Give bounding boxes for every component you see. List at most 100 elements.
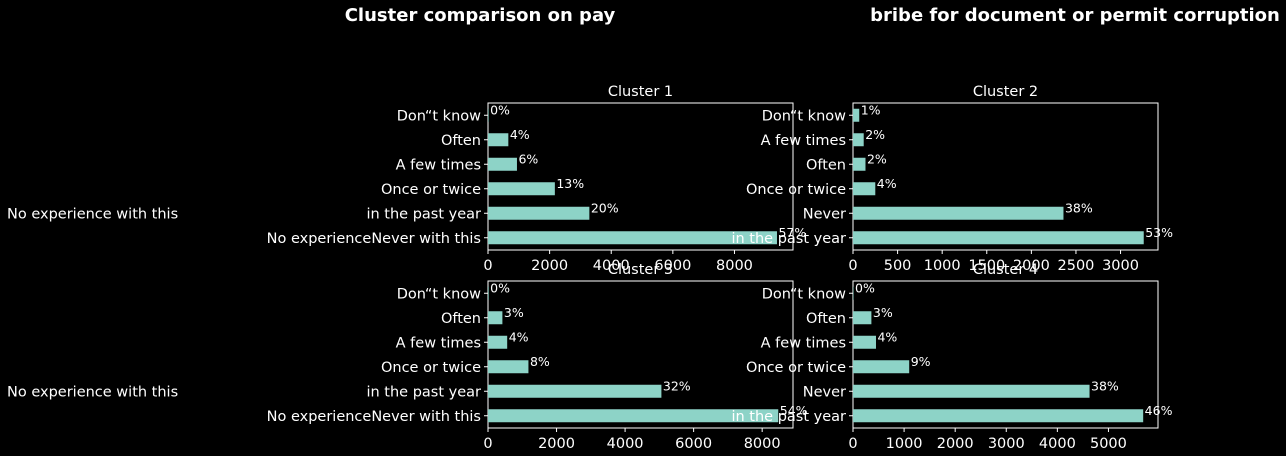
y-tick-label: in the past year (731, 409, 846, 425)
data-label: 0% (490, 102, 510, 117)
data-label: 1% (861, 102, 881, 117)
bar (488, 335, 508, 349)
x-tick-label: 0 (848, 436, 857, 452)
data-label: 38% (1065, 200, 1093, 215)
y-tick-label: Often (441, 133, 481, 149)
y-tick-label: A few times (396, 335, 481, 351)
bar (488, 206, 590, 220)
bar (488, 182, 555, 196)
data-label: 20% (591, 200, 619, 215)
bar (853, 286, 854, 300)
x-tick-label: 500 (884, 258, 912, 274)
y-tick-label: Once or twice (381, 360, 481, 376)
bar (853, 182, 876, 196)
subplot-title: Cluster 1 (608, 84, 673, 100)
x-tick-label: 2500 (1058, 258, 1095, 274)
x-tick-label: 4000 (593, 258, 630, 274)
y-tick-label: Don“t know (397, 108, 481, 124)
data-label: 57% (778, 225, 806, 240)
x-tick-label: 2000 (937, 436, 974, 452)
y-tick-label: Don“t know (762, 108, 846, 124)
data-label: 2% (867, 151, 887, 166)
figure-title-left: Cluster comparison on pay (345, 5, 616, 26)
outside-category-label: No experience with this (7, 206, 178, 222)
data-label: 4% (877, 329, 897, 344)
bar (488, 108, 489, 122)
data-label: 8% (530, 354, 550, 369)
bar (853, 384, 1090, 398)
x-tick-label: 1000 (924, 258, 961, 274)
x-tick-label: 0 (848, 258, 857, 274)
axes-frame (487, 102, 794, 251)
data-label: 0% (855, 280, 875, 295)
x-tick-label: 4000 (1039, 436, 1076, 452)
subplot-title: Cluster 2 (973, 84, 1038, 100)
y-tick-label: Don“t know (397, 286, 481, 302)
x-tick-label: 1500 (968, 258, 1005, 274)
data-label: 4% (877, 176, 897, 191)
x-tick-label: 6000 (654, 258, 691, 274)
y-tick-label: in the past year (366, 206, 481, 222)
bar (488, 133, 509, 147)
data-label: 2% (865, 127, 885, 142)
x-tick-label: 3000 (988, 436, 1025, 452)
data-label: 32% (663, 378, 691, 393)
y-tick-label: No experienceNever with this (267, 409, 481, 425)
x-tick-label: 0 (483, 258, 492, 274)
data-label: 4% (509, 329, 529, 344)
data-label: 38% (1091, 378, 1119, 393)
bar (853, 409, 1144, 423)
data-label: 3% (873, 305, 893, 320)
x-tick-label: 6000 (675, 436, 712, 452)
x-tick-label: 2000 (531, 258, 568, 274)
bar (853, 133, 864, 147)
data-label: 53% (1145, 225, 1173, 240)
y-tick-label: Don“t know (762, 286, 846, 302)
bar (488, 231, 777, 245)
data-label: 4% (510, 127, 530, 142)
data-label: 6% (518, 151, 538, 166)
bar (488, 311, 503, 325)
y-tick-label: Never (803, 206, 846, 222)
x-tick-label: 2000 (538, 436, 575, 452)
y-tick-label: Once or twice (381, 182, 481, 198)
y-tick-label: Often (441, 311, 481, 327)
x-tick-label: 4000 (607, 436, 644, 452)
bar (853, 206, 1064, 220)
bar (853, 231, 1144, 245)
y-tick-label: Once or twice (746, 360, 846, 376)
x-tick-label: 5000 (1090, 436, 1127, 452)
y-tick-label: Never (803, 384, 846, 400)
y-tick-label: in the past year (366, 384, 481, 400)
bar (853, 335, 876, 349)
y-tick-label: in the past year (731, 231, 846, 247)
x-tick-label: 8000 (716, 258, 753, 274)
y-tick-label: A few times (761, 335, 846, 351)
bar (488, 384, 662, 398)
data-label: 54% (780, 403, 808, 418)
data-label: 0% (490, 280, 510, 295)
data-label: 3% (504, 305, 524, 320)
data-label: 46% (1145, 403, 1173, 418)
bar (853, 157, 866, 171)
axes-frame (852, 280, 1159, 429)
x-tick-label: 1000 (886, 436, 923, 452)
subplot-title: Cluster 4 (973, 262, 1038, 278)
y-tick-label: Often (806, 157, 846, 173)
x-tick-label: 2000 (1013, 258, 1050, 274)
data-label: 9% (911, 354, 931, 369)
y-tick-label: Once or twice (746, 182, 846, 198)
x-tick-label: 8000 (744, 436, 781, 452)
y-tick-label: Often (806, 311, 846, 327)
y-tick-label: A few times (761, 133, 846, 149)
bar (853, 311, 872, 325)
bar (488, 157, 517, 171)
bar (853, 108, 860, 122)
figure-title-right: bribe for document or permit corruption (870, 5, 1280, 26)
x-tick-label: 3000 (1102, 258, 1139, 274)
outside-category-label: No experience with this (7, 384, 178, 400)
subplot-title: Cluster 3 (608, 262, 673, 278)
bar (488, 360, 529, 374)
y-tick-label: A few times (396, 157, 481, 173)
